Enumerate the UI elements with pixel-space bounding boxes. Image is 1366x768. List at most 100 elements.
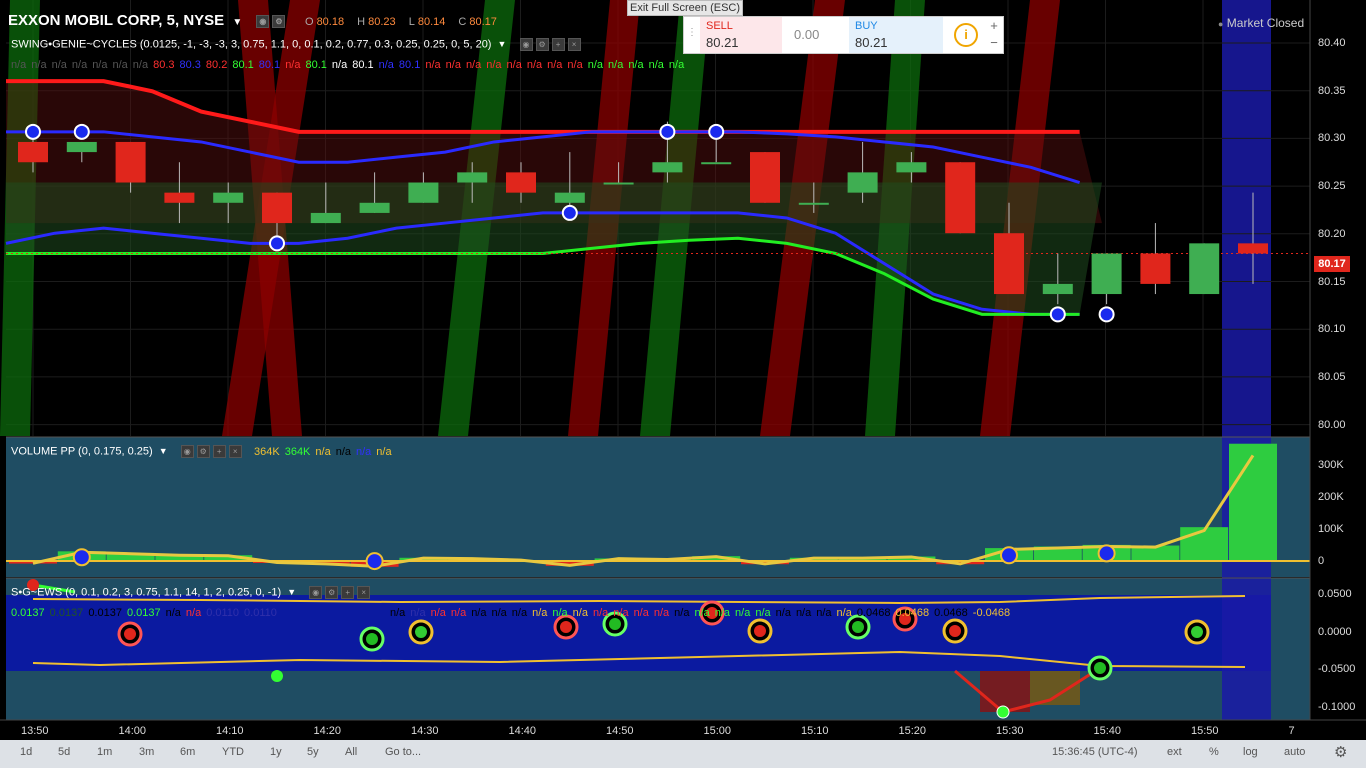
price-axis-label: 80.25 (1318, 180, 1346, 193)
ews-signal-core (415, 626, 427, 638)
swing-value: n/a (11, 59, 27, 71)
more-icon: + (551, 38, 565, 51)
ews-signal-core (609, 618, 621, 630)
eye-icon: ◉ (180, 445, 194, 458)
swing-dropdown-icon[interactable]: ▼ (497, 39, 507, 50)
range-button-1y[interactable]: 1y (270, 746, 282, 758)
swing-controls[interactable]: ◉ ⚙ + × (519, 38, 581, 51)
volume-controls[interactable]: ◉ ⚙ + × (180, 445, 242, 458)
ews-dropdown-icon[interactable]: ▼ (287, 587, 297, 598)
swing-value: n/a (71, 59, 88, 71)
swing-value: n/a (31, 59, 47, 71)
vol-axis-label: 100K (1318, 523, 1344, 535)
range-button-all[interactable]: All (345, 746, 358, 758)
range-button-5y[interactable]: 5y (307, 746, 319, 758)
swing-marker (73, 123, 90, 140)
lower-blue-line (5, 211, 1080, 316)
swing-value: n/a (331, 59, 348, 71)
volume-value: n/a (335, 446, 351, 458)
volume-value: 364K (254, 446, 280, 458)
candle-bullish (359, 202, 390, 213)
settings-icon[interactable]: ⚙ (272, 14, 286, 28)
auto-toggle[interactable]: auto (1284, 746, 1306, 758)
volume-indicator-title[interactable]: VOLUME PP (0, 0.175, 0.25) ▼ ◉ ⚙ + × (11, 445, 242, 458)
settings-icon: ⚙ (325, 586, 339, 599)
candle-bullish (213, 192, 244, 203)
candle-bearish (115, 141, 146, 183)
swing-value: 80.1 (352, 59, 374, 71)
volume-bar (692, 556, 741, 561)
ohlc-low: 80.14 (417, 16, 446, 28)
gear-icon[interactable]: ⚙ (1334, 744, 1348, 761)
ews-dot (996, 705, 1010, 719)
eye-icon: ◉ (519, 38, 533, 51)
buy-button[interactable]: BUY 80.21 (849, 17, 943, 53)
time-axis-label: 15:20 (898, 725, 927, 737)
plus-button[interactable]: + (990, 18, 998, 33)
drag-handle-icon[interactable]: ⋮⋮ (687, 27, 707, 38)
close-icon: × (228, 445, 242, 458)
volume-marker (72, 548, 91, 567)
ews-value: n/a (552, 607, 568, 619)
info-icon[interactable]: i (954, 23, 978, 47)
swing-value: 80.3 (179, 59, 201, 71)
ews-value: n/a (491, 607, 507, 619)
candle-bullish (798, 202, 829, 205)
range-button-1d[interactable]: 1d (20, 746, 33, 758)
ews-value: 0.0137 (126, 607, 161, 619)
ews-signal-core (124, 628, 136, 640)
swing-value: n/a (567, 59, 583, 71)
ews-value: n/a (836, 607, 852, 619)
exit-fullscreen-button[interactable]: Exit Full Screen (ESC) (627, 0, 743, 16)
volume-bar (545, 561, 594, 566)
goto-button[interactable]: Go to... (385, 746, 422, 758)
swing-marker (659, 123, 676, 140)
log-toggle[interactable]: log (1243, 746, 1258, 758)
range-button-1m[interactable]: 1m (97, 746, 113, 758)
candle-bullish (652, 162, 683, 173)
ews-value: n/a (572, 607, 588, 619)
percent-toggle[interactable]: % (1209, 746, 1219, 758)
swing-value: n/a (51, 59, 67, 71)
volume-bar (887, 556, 936, 561)
volume-marker (1097, 544, 1116, 563)
eye-icon[interactable]: ◉ (256, 14, 270, 28)
time-axis-label: 13:50 (21, 725, 49, 737)
range-button-ytd[interactable]: YTD (222, 746, 244, 758)
ews-signal-core (1094, 662, 1106, 674)
ews-controls[interactable]: ◉ ⚙ + × (309, 586, 371, 599)
ews-value: n/a (511, 607, 528, 619)
volume-bar (155, 554, 204, 561)
volume-bar (106, 552, 155, 561)
volume-dropdown-icon[interactable]: ▼ (158, 446, 168, 457)
ews-value: 0.0110 (206, 607, 240, 619)
ext-toggle[interactable]: ext (1167, 746, 1182, 758)
swing-indicator-title[interactable]: SWING•GENIE~CYCLES (0.0125, -1, -3, -3, … (11, 38, 581, 51)
ews-dot (271, 670, 283, 682)
ews-axis-label: 0.0000 (1318, 625, 1352, 638)
range-button-3m[interactable]: 3m (139, 746, 155, 758)
ews-indicator-title[interactable]: S•G~EWS (0, 0.1, 0.2, 3, 0.75, 1.1, 14, … (11, 586, 371, 599)
ews-value: 0.0468 (934, 607, 968, 619)
candle-bullish (603, 182, 634, 185)
price-axis-label: 80.35 (1318, 84, 1346, 97)
clock: 15:36:45 (UTC-4) (1052, 746, 1138, 758)
swing-value: n/a (92, 59, 108, 71)
sell-button[interactable]: SELL 80.21 (700, 17, 782, 53)
ews-value: 0.0468 (856, 607, 891, 619)
minus-button[interactable]: − (990, 35, 998, 50)
range-button-5d[interactable]: 5d (58, 746, 71, 758)
ohlc-close: 80.17 (469, 16, 497, 28)
volume-bar (1131, 545, 1180, 561)
symbol-title[interactable]: EXXON MOBIL CORP, 5, NYSE ▼ ◉ ⚙ (8, 12, 286, 29)
last-price-badge: 80.17 (1314, 256, 1350, 272)
settings-icon: ⚙ (535, 38, 549, 51)
swing-value: n/a (506, 59, 522, 71)
time-axis-label: 15:30 (996, 725, 1024, 737)
candle-bullish (310, 212, 341, 224)
range-button-6m[interactable]: 6m (180, 746, 196, 758)
market-status: ● Market Closed (1218, 16, 1305, 30)
symbol-dropdown-icon[interactable]: ▼ (232, 17, 243, 28)
ews-value: n/a (613, 607, 629, 619)
